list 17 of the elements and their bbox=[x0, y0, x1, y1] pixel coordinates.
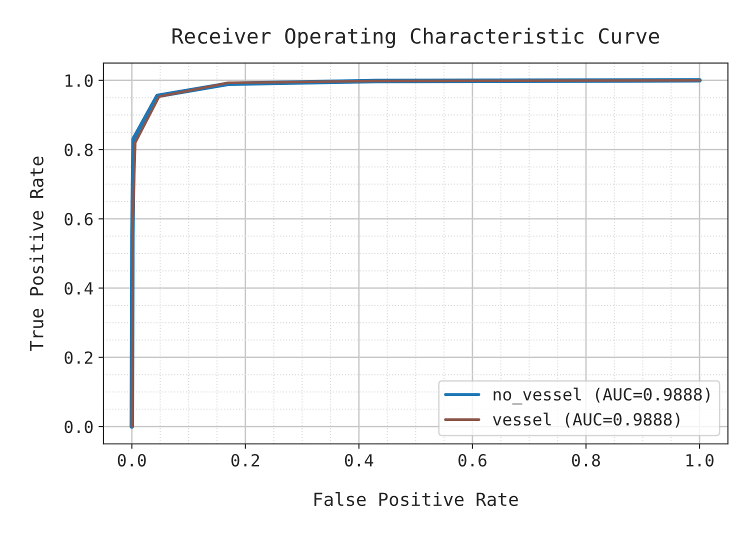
x-axis-title: False Positive Rate bbox=[314, 492, 518, 506]
legend-label: no_vessel (AUC=0.9888) bbox=[494, 388, 710, 404]
y-tick-label: 0.8 bbox=[64, 144, 93, 156]
y-tick-label: 0.0 bbox=[64, 420, 93, 434]
y-tick-label: 0.6 bbox=[64, 212, 93, 226]
legend-label: vessel (AUC=0.9888) bbox=[492, 412, 680, 428]
x-tick-label: 0.6 bbox=[458, 454, 486, 467]
x-tick-label: 0.2 bbox=[231, 454, 260, 467]
y-tick-label: 1.0 bbox=[66, 74, 93, 87]
x-tick-label: 0.4 bbox=[344, 454, 374, 467]
y-tick-label: 0.4 bbox=[64, 282, 93, 295]
chart-title: Receiver Operating Characteristic Curve bbox=[172, 28, 660, 48]
y-axis-title: True Positive Rate bbox=[29, 156, 44, 351]
x-tick-label: 0.8 bbox=[572, 454, 600, 467]
x-tick-label: 1.0 bbox=[686, 454, 714, 467]
y-tick-label: 0.2 bbox=[64, 351, 92, 364]
x-tick-label: 0.0 bbox=[118, 454, 146, 467]
